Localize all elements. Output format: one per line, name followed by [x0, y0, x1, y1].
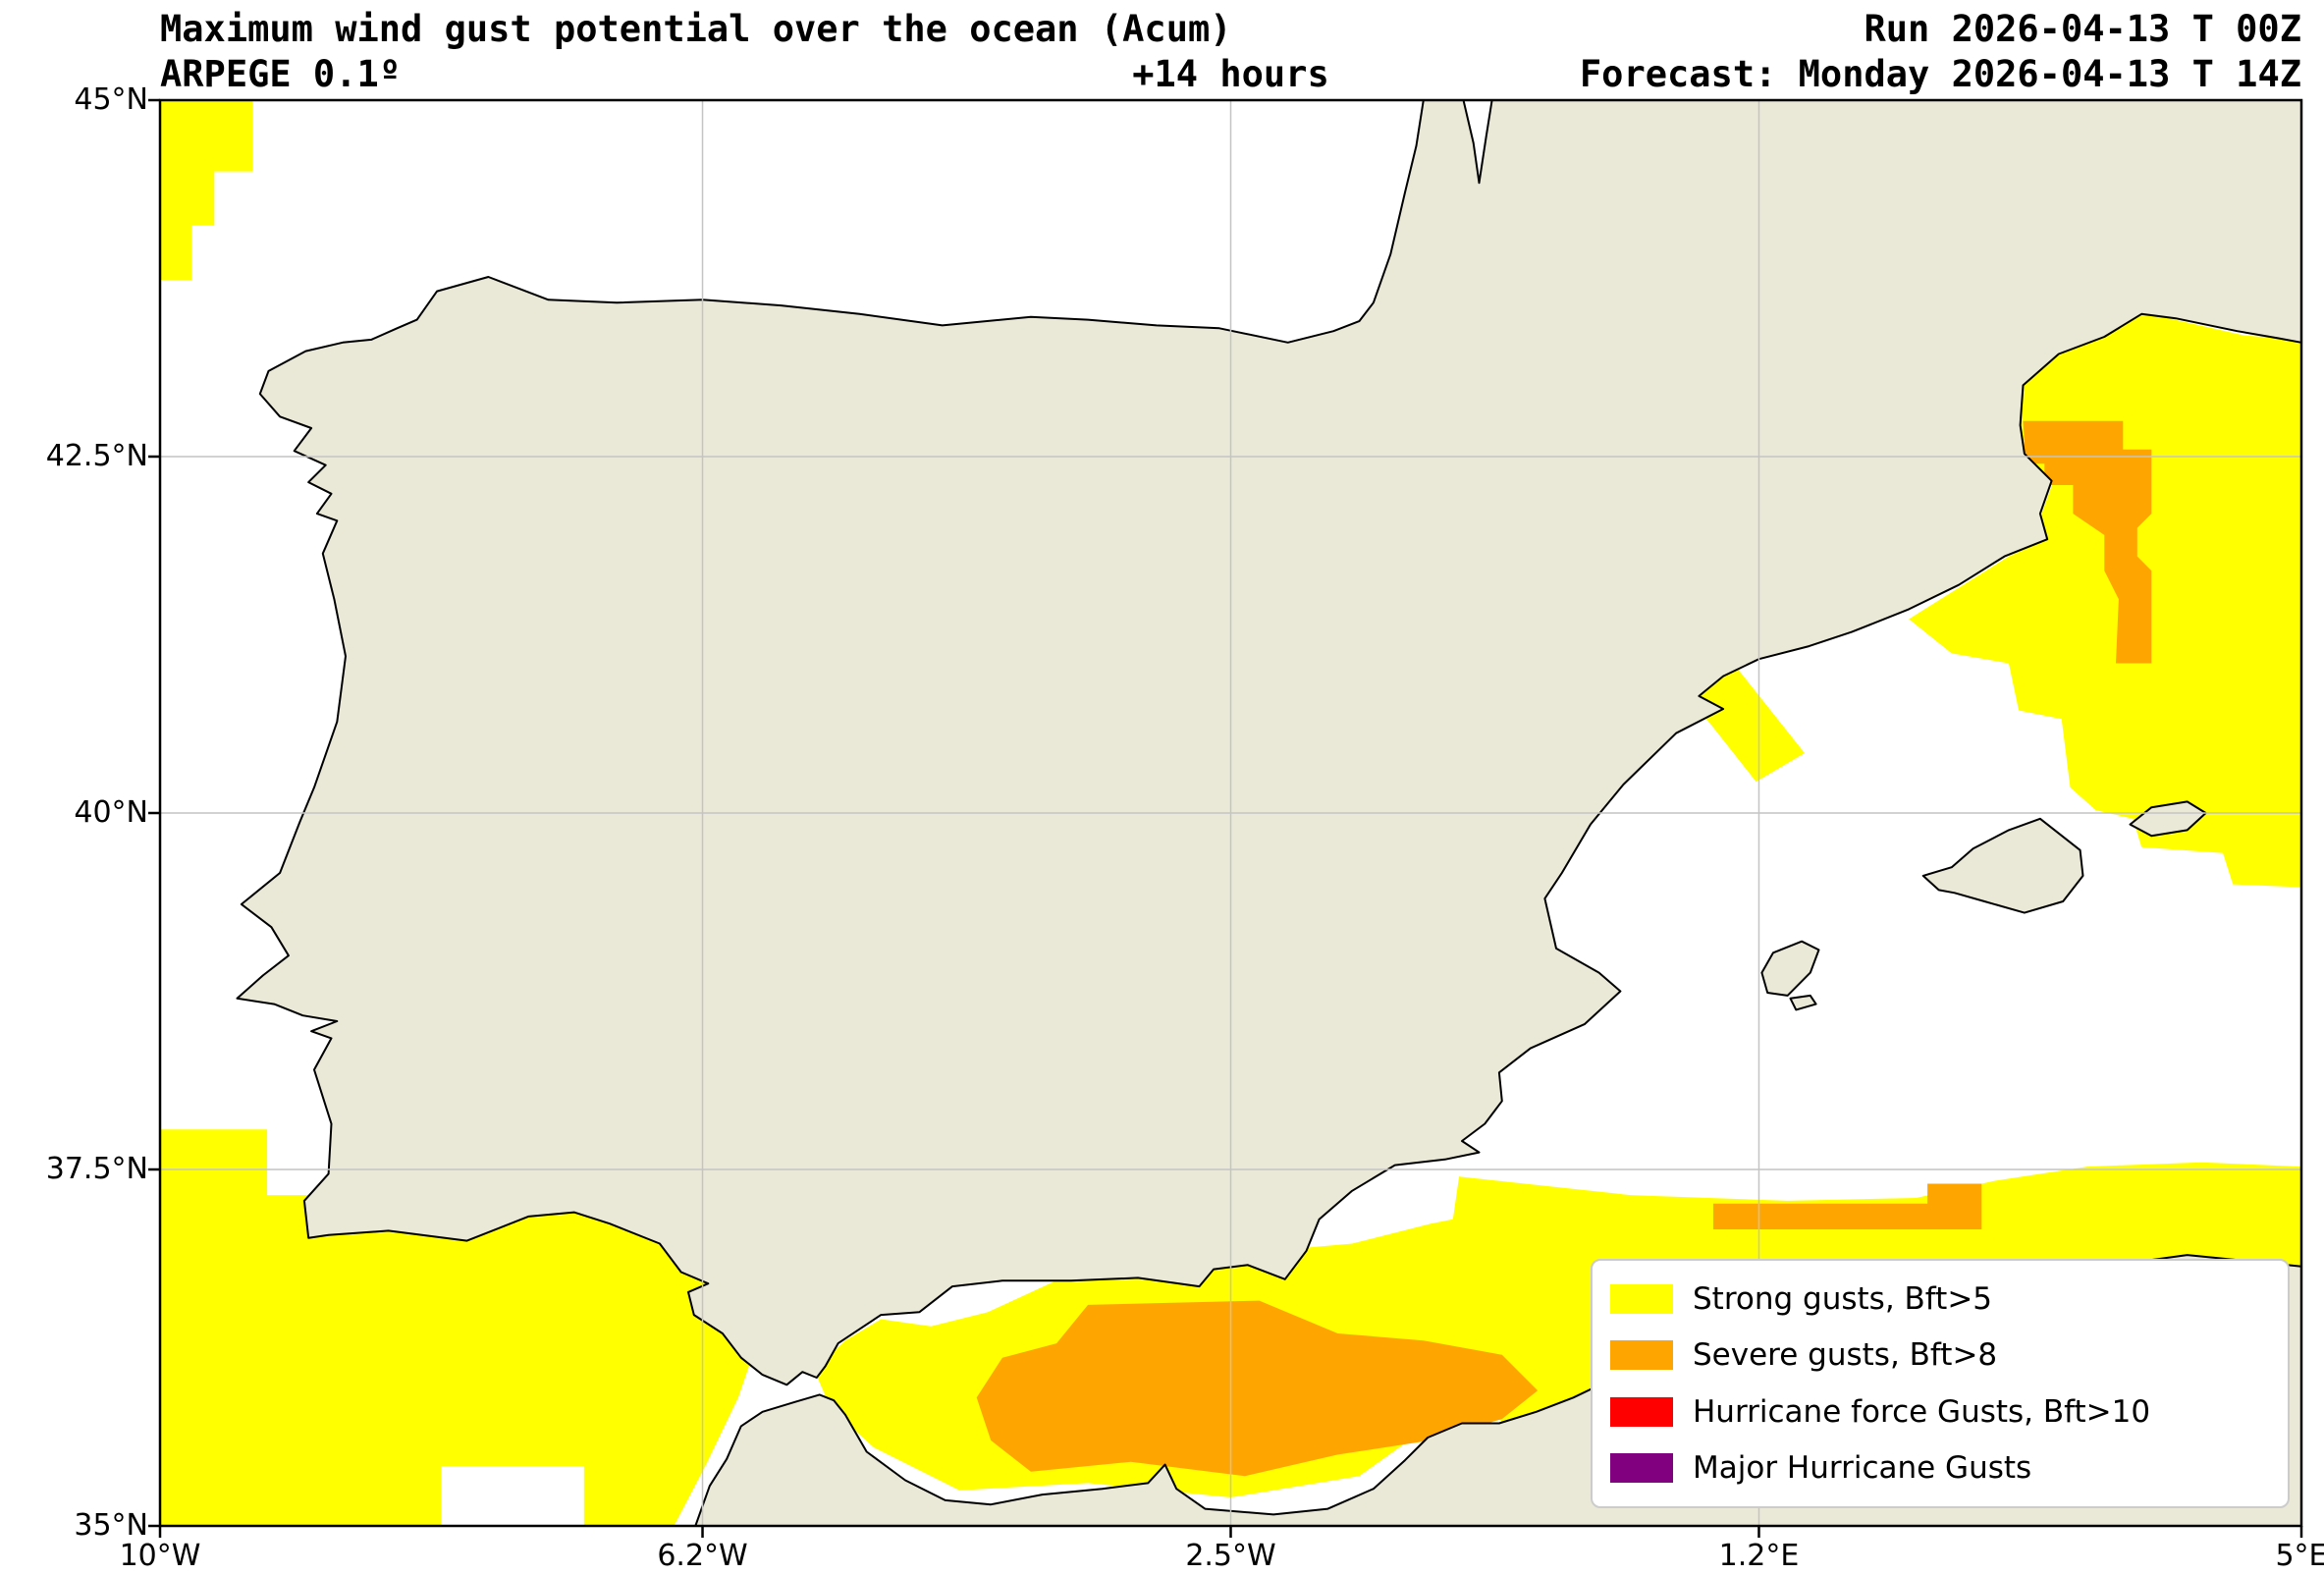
- legend-label: Hurricane force Gusts, Bft>10: [1693, 1393, 2151, 1430]
- lead-time-label: +14 hours: [1132, 53, 1329, 95]
- legend-label: Major Hurricane Gusts: [1693, 1450, 2032, 1487]
- y-tick-label: 45°N: [74, 82, 148, 117]
- legend-label: Severe gusts, Bft>8: [1693, 1337, 1998, 1374]
- legend: Strong gusts, Bft>5 Severe gusts, Bft>8 Hu…: [1591, 1259, 2290, 1508]
- gust-region-strong-gulf-of-lion: [1909, 310, 2301, 888]
- x-tick-label: 2.5°W: [1185, 1539, 1276, 1573]
- legend-swatch-strong: [1610, 1283, 1673, 1314]
- page-title: Maximum wind gust potential over the oce…: [160, 8, 1232, 50]
- y-tick-label: 37.5°N: [45, 1152, 148, 1186]
- legend-swatch-severe: [1610, 1340, 1673, 1371]
- x-tick-label: 1.2°E: [1718, 1539, 1800, 1573]
- run-label: Run 2026-04-13 T 00Z: [1864, 8, 2301, 50]
- gust-region-severe-alboran-blob: [976, 1300, 1539, 1477]
- legend-row: Severe gusts, Bft>8: [1610, 1337, 2270, 1373]
- y-tick-label: 42.5°N: [45, 439, 148, 473]
- landmass-formentera: [1789, 994, 1817, 1011]
- gust-region-strong-ebro-coast: [1676, 663, 1805, 783]
- landmass-mallorca: [1921, 817, 2084, 914]
- gust-region-strong-galicia-corner: [160, 100, 253, 280]
- y-tick-label: 35°N: [74, 1508, 148, 1543]
- legend-swatch-hurricane: [1610, 1396, 1673, 1427]
- legend-swatch-major_hurricane: [1610, 1453, 1673, 1484]
- x-tick-label: 5°E: [2275, 1539, 2324, 1573]
- model-label: ARPEGE 0.1º: [160, 53, 402, 95]
- landmass-iberia-france: [236, 99, 2302, 1386]
- gust-region-severe-algerian-streak: [1713, 1183, 1982, 1229]
- forecast-label: Forecast: Monday 2026-04-13 T 14Z: [1579, 53, 2301, 95]
- legend-row: Major Hurricane Gusts: [1610, 1450, 2270, 1486]
- landmass-ibiza: [1760, 940, 1820, 997]
- legend-row: Strong gusts, Bft>5: [1610, 1281, 2270, 1317]
- x-tick-label: 10°W: [119, 1539, 201, 1573]
- y-tick-label: 40°N: [74, 795, 148, 830]
- legend-row: Hurricane force Gusts, Bft>10: [1610, 1394, 2270, 1430]
- x-tick-label: 6.2°W: [657, 1539, 748, 1573]
- legend-label: Strong gusts, Bft>5: [1693, 1280, 1993, 1317]
- gust-region-severe-gulf-of-lion-blob: [2023, 420, 2152, 664]
